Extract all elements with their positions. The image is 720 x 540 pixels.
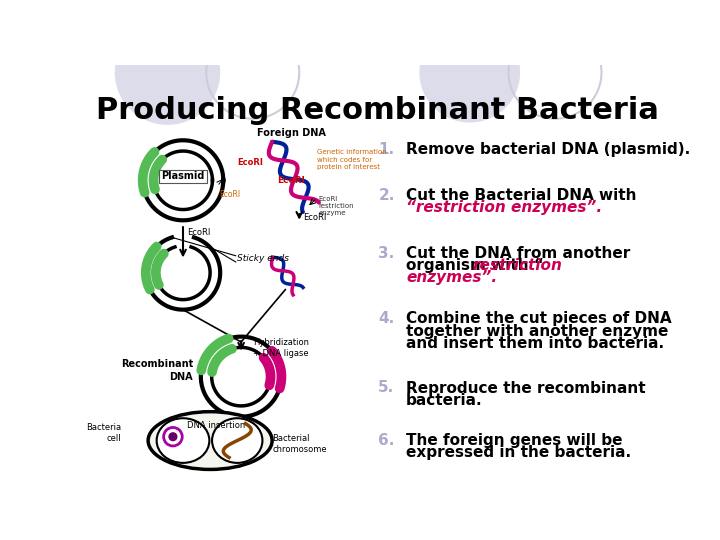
Text: 6.: 6. <box>378 433 395 448</box>
Text: 2.: 2. <box>378 188 395 203</box>
Text: Combine the cut pieces of DNA: Combine the cut pieces of DNA <box>406 311 672 326</box>
Text: restriction: restriction <box>473 258 562 273</box>
Text: Producing Recombinant Bacteria: Producing Recombinant Bacteria <box>96 96 659 125</box>
Text: The foreign genes will be: The foreign genes will be <box>406 433 623 448</box>
Text: EcoRI: EcoRI <box>220 190 240 199</box>
Circle shape <box>169 433 177 441</box>
Text: 3.: 3. <box>378 246 395 261</box>
Ellipse shape <box>212 418 262 463</box>
Text: DNA insertion: DNA insertion <box>187 421 245 429</box>
Text: EcoRI: EcoRI <box>187 228 210 237</box>
Text: Hybridization
+ DNA ligase: Hybridization + DNA ligase <box>253 338 309 358</box>
Circle shape <box>114 20 220 125</box>
Text: Remove bacterial DNA (plasmid).: Remove bacterial DNA (plasmid). <box>406 142 690 157</box>
Text: Sticky ends: Sticky ends <box>238 254 289 264</box>
Text: EcoRI: EcoRI <box>303 213 326 222</box>
Text: Plasmid: Plasmid <box>161 172 204 181</box>
Text: enzymes”.: enzymes”. <box>406 271 498 285</box>
Circle shape <box>419 23 520 123</box>
Text: bacteria.: bacteria. <box>406 393 483 408</box>
Ellipse shape <box>148 411 272 469</box>
Circle shape <box>163 428 182 446</box>
Text: organism with “: organism with “ <box>406 258 544 273</box>
Text: 4.: 4. <box>378 311 395 326</box>
Text: Bacterial
chromosome: Bacterial chromosome <box>272 434 327 455</box>
Text: and insert them into bacteria.: and insert them into bacteria. <box>406 336 665 351</box>
Text: Cut the DNA from another: Cut the DNA from another <box>406 246 631 261</box>
Text: Cut the Bacterial DNA with: Cut the Bacterial DNA with <box>406 188 636 203</box>
Ellipse shape <box>157 418 210 463</box>
Text: “restriction enzymes”.: “restriction enzymes”. <box>406 200 603 215</box>
Text: 1.: 1. <box>378 142 395 157</box>
Text: Reproduce the recombinant: Reproduce the recombinant <box>406 381 646 395</box>
Text: Bacteria
cell: Bacteria cell <box>86 423 121 443</box>
Text: Foreign DNA: Foreign DNA <box>257 128 326 138</box>
Text: Recombinant
DNA: Recombinant DNA <box>121 359 193 382</box>
Text: EcoRI
restriction
enzyme: EcoRI restriction enzyme <box>319 195 354 215</box>
Text: 5.: 5. <box>378 381 395 395</box>
Text: EcoRI: EcoRI <box>278 176 305 185</box>
Text: expressed in the bacteria.: expressed in the bacteria. <box>406 445 631 460</box>
Text: together with another enzyme: together with another enzyme <box>406 323 669 339</box>
Text: EcoRI: EcoRI <box>237 158 263 167</box>
Text: Genetic information
which codes for
protein of interest: Genetic information which codes for prot… <box>317 150 387 171</box>
